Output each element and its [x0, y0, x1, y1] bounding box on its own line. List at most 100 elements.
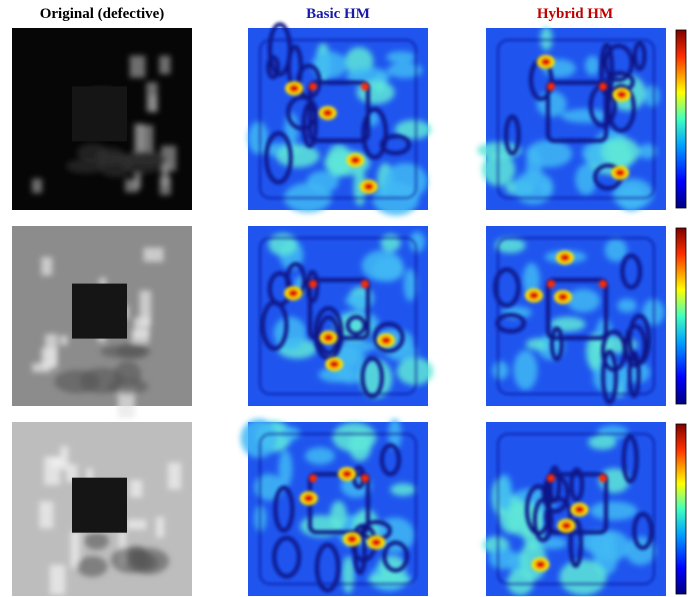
- warm-region: [380, 234, 400, 251]
- column-header: Basic HM: [306, 6, 370, 22]
- dark-blob: [84, 532, 108, 550]
- warm-region: [498, 474, 512, 511]
- bright-blob: [127, 520, 146, 530]
- warm-region: [588, 530, 629, 562]
- corner-hot: [361, 474, 369, 482]
- dark-blob: [100, 345, 146, 358]
- corner-hot: [547, 83, 555, 91]
- warm-region: [617, 299, 637, 313]
- warm-region: [386, 51, 416, 63]
- heatmap: [241, 419, 428, 596]
- warm-region: [588, 435, 616, 450]
- corner-hot: [599, 83, 607, 91]
- heatmap: [248, 226, 433, 406]
- bright-blob: [160, 177, 171, 195]
- hot-core: [535, 561, 545, 569]
- warm-region: [404, 269, 417, 302]
- original-image: [12, 28, 192, 210]
- warm-region: [495, 238, 526, 253]
- hot-core: [617, 91, 627, 99]
- corner-hot: [361, 280, 369, 288]
- corner-hot: [547, 474, 555, 482]
- warm-region: [537, 91, 567, 117]
- warm-region: [274, 317, 307, 350]
- warm-region: [590, 501, 638, 520]
- bright-blob: [32, 363, 50, 372]
- heatmap: [477, 27, 666, 211]
- hot-core: [323, 109, 333, 117]
- original-image: [12, 422, 192, 596]
- hot-core: [304, 494, 314, 502]
- hot-core: [323, 334, 333, 342]
- bright-blob: [132, 330, 149, 343]
- bright-blob: [130, 480, 142, 497]
- column-header: Hybrid HM: [537, 6, 613, 22]
- figure: Original (defective) Basic HM Hybrid HM: [0, 0, 695, 597]
- warm-region: [513, 350, 537, 390]
- bright-blob: [60, 336, 68, 346]
- corner-hot: [309, 280, 317, 288]
- corner-hot: [309, 474, 317, 482]
- bright-blob: [144, 248, 164, 262]
- bright-blob: [138, 125, 154, 152]
- bright-blob: [130, 56, 146, 78]
- hot-core: [289, 84, 299, 92]
- hot-core: [558, 293, 568, 301]
- warm-region: [567, 289, 600, 312]
- warm-region: [561, 109, 609, 123]
- warm-region: [305, 447, 335, 464]
- warm-region: [585, 56, 600, 76]
- hot-core: [541, 58, 551, 66]
- heatmap: [248, 24, 431, 215]
- hot-core: [350, 156, 360, 164]
- hot-core: [347, 535, 357, 543]
- warm-region: [397, 357, 433, 385]
- bright-blob: [159, 56, 170, 74]
- corner-hot: [599, 474, 607, 482]
- dark-blob: [77, 556, 108, 577]
- bright-blob: [50, 565, 65, 595]
- hot-core: [288, 289, 298, 297]
- corner-hot: [547, 280, 555, 288]
- warm-region: [276, 144, 320, 167]
- warm-region: [409, 232, 425, 253]
- bright-blob: [149, 95, 157, 112]
- corner-hot: [599, 280, 607, 288]
- warm-region: [526, 140, 572, 167]
- warm-region: [362, 250, 403, 281]
- bright-blob: [41, 257, 52, 275]
- dark-blob: [127, 548, 169, 575]
- hot-core: [560, 254, 570, 262]
- warm-region: [338, 340, 375, 353]
- warm-region: [387, 62, 422, 78]
- dark-blob: [125, 151, 166, 166]
- hot-core: [615, 169, 625, 177]
- bright-blob: [156, 517, 164, 538]
- warm-region: [507, 569, 534, 595]
- hot-core: [575, 506, 585, 514]
- hot-core: [364, 183, 374, 191]
- bright-blob: [140, 291, 152, 326]
- warm-region: [539, 179, 551, 195]
- warm-region: [268, 233, 297, 256]
- warm-region: [605, 238, 627, 261]
- heatmap: [486, 226, 666, 406]
- bright-blob: [39, 501, 53, 528]
- column-header: Original (defective): [40, 6, 165, 22]
- warm-region: [279, 450, 293, 488]
- dark-blob: [108, 379, 149, 395]
- hot-core: [381, 336, 391, 344]
- warm-region: [342, 556, 355, 593]
- warm-region: [540, 27, 552, 51]
- hot-core: [561, 522, 571, 530]
- warm-region: [390, 483, 415, 496]
- panels: [12, 24, 686, 596]
- warm-region: [559, 559, 606, 595]
- bright-blob: [44, 456, 60, 484]
- hot-core: [329, 360, 339, 368]
- defect-square: [72, 478, 127, 533]
- warm-region: [493, 361, 509, 380]
- bright-blob: [60, 446, 68, 469]
- colorbar: [676, 30, 686, 208]
- colorbar: [676, 424, 686, 594]
